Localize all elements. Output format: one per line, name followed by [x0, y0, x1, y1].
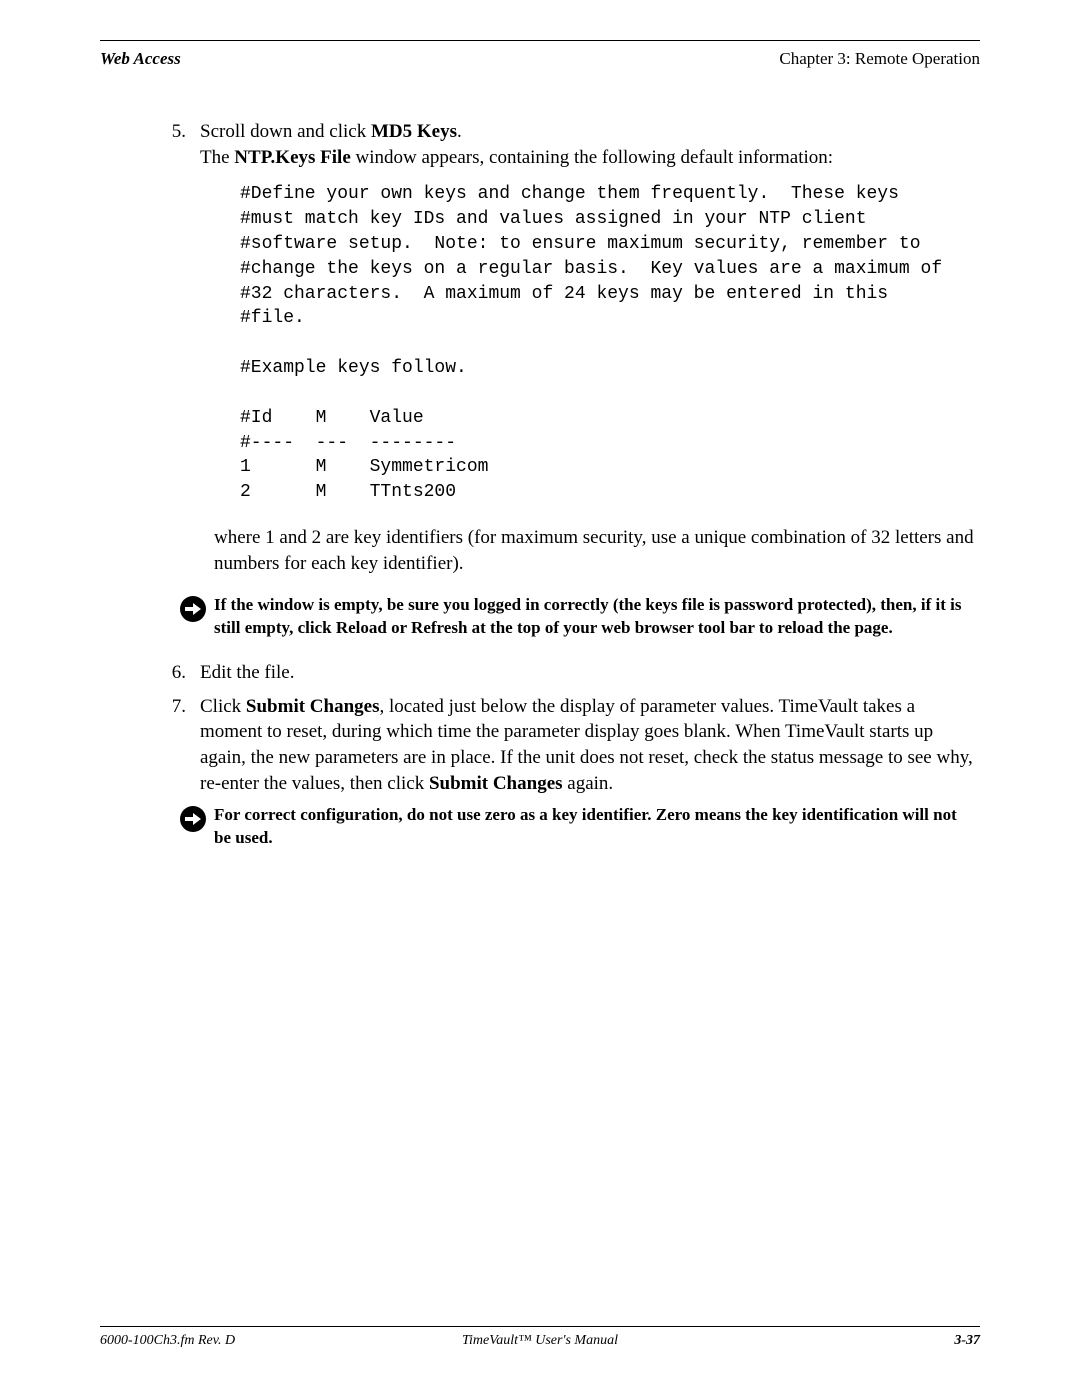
note-arrow-icon: [180, 594, 214, 640]
footer-wrap: 6000-100Ch3.fm Rev. D TimeVault™ User's …: [100, 1326, 980, 1349]
text: Scroll down and click: [200, 121, 371, 142]
step-number: 6.: [100, 660, 200, 686]
text: The: [200, 147, 234, 168]
page-content: 5. Scroll down and click MD5 Keys. The N…: [100, 69, 980, 850]
note-text: For correct configuration, do not use ze…: [214, 804, 970, 850]
footer-manual-title: TimeVault™ User's Manual: [100, 1333, 980, 1349]
page-header: Web Access Chapter 3: Remote Operation: [100, 41, 980, 69]
md5-keys-label: MD5 Keys: [371, 121, 457, 142]
step-number: 7.: [100, 694, 200, 797]
header-section-title: Web Access: [100, 49, 181, 69]
text: window appears, containing the following…: [351, 147, 833, 168]
step-5-followup: where 1 and 2 are key identifiers (for m…: [100, 525, 980, 576]
ntp-keys-file-label: NTP.Keys File: [234, 147, 350, 168]
header-chapter-title: Chapter 3: Remote Operation: [779, 49, 980, 69]
text: again.: [563, 773, 614, 794]
note-arrow-icon: [180, 804, 214, 850]
submit-changes-label: Submit Changes: [429, 773, 563, 794]
step-body: Scroll down and click MD5 Keys. The NTP.…: [200, 119, 980, 517]
step-7: 7. Click Submit Changes, located just be…: [100, 694, 980, 797]
note-2: For correct configuration, do not use ze…: [100, 804, 980, 850]
step-6: 6. Edit the file.: [100, 660, 980, 686]
note-1: If the window is empty, be sure you logg…: [100, 594, 980, 640]
page-footer: 6000-100Ch3.fm Rev. D TimeVault™ User's …: [100, 1327, 980, 1349]
note-text: If the window is empty, be sure you logg…: [214, 594, 970, 640]
text: .: [457, 121, 462, 142]
step-body: Click Submit Changes, located just below…: [200, 694, 980, 797]
step-body: Edit the file.: [200, 660, 980, 686]
step-5: 5. Scroll down and click MD5 Keys. The N…: [100, 119, 980, 517]
page: Web Access Chapter 3: Remote Operation 5…: [0, 0, 1080, 1397]
code-block: #Define your own keys and change them fr…: [200, 170, 980, 517]
step-number: 5.: [100, 119, 200, 517]
text: Click: [200, 696, 246, 717]
submit-changes-label: Submit Changes: [246, 696, 380, 717]
